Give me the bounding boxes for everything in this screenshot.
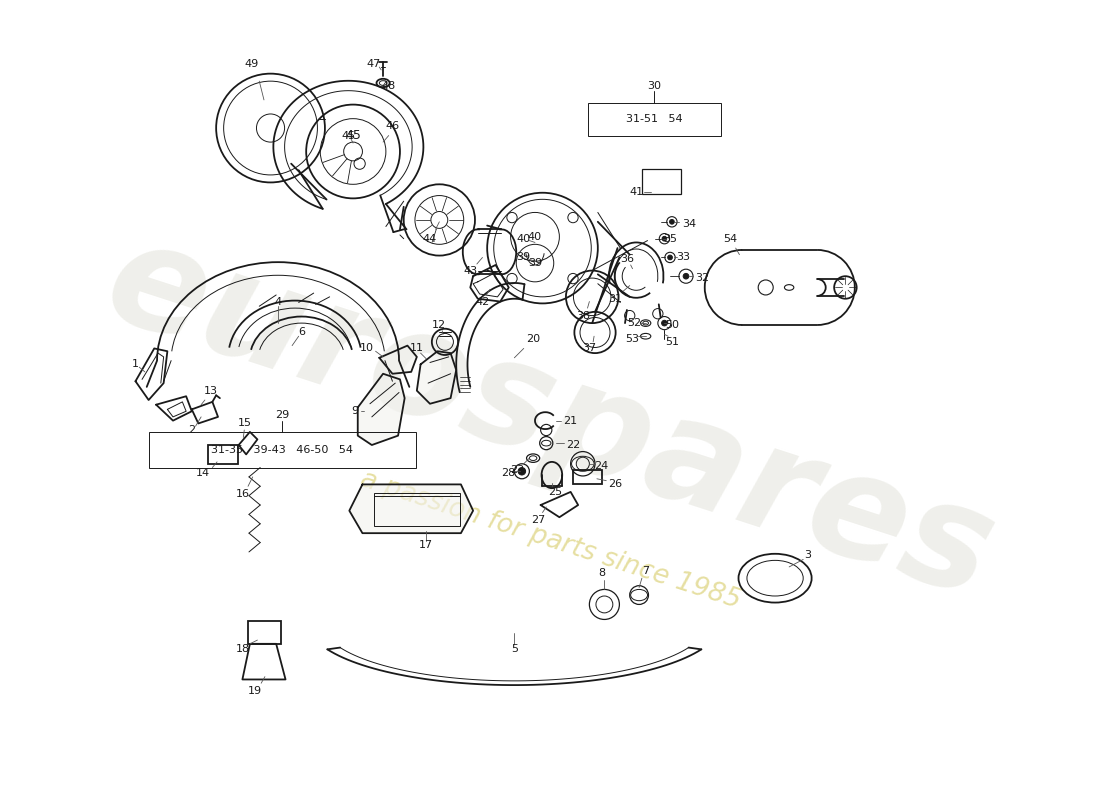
Text: 35: 35 [663,234,676,244]
Text: 3: 3 [804,550,812,560]
Text: 43: 43 [463,266,477,275]
Text: 20: 20 [526,334,540,344]
Circle shape [518,467,526,475]
Text: 19: 19 [248,686,262,696]
Text: 37: 37 [582,343,596,354]
Text: 36: 36 [620,254,634,264]
Text: 53: 53 [626,334,639,344]
Text: 41: 41 [629,187,644,197]
Text: 14: 14 [196,468,210,478]
Bar [148,432,416,467]
Text: 40: 40 [517,234,531,244]
Text: a passion for parts since 1985: a passion for parts since 1985 [356,466,744,614]
Text: 2: 2 [188,425,196,435]
Text: 39: 39 [517,253,531,262]
Text: 26: 26 [608,479,623,490]
Polygon shape [379,346,417,374]
Text: 12: 12 [432,320,447,330]
Bar [573,470,602,485]
Text: 51: 51 [664,337,679,347]
Text: 49: 49 [244,59,258,70]
Text: 52: 52 [627,318,641,328]
Text: 7: 7 [642,566,649,576]
Text: 24: 24 [594,461,608,470]
Text: 11: 11 [410,343,424,354]
Bar [374,493,460,526]
Text: 48: 48 [382,81,396,91]
Text: 45: 45 [345,129,361,142]
Text: 47: 47 [366,59,381,70]
Bar [248,622,280,644]
Text: 18: 18 [235,643,250,654]
Text: 33: 33 [676,253,690,262]
Text: 34: 34 [682,218,696,229]
Text: 50: 50 [664,320,679,330]
Text: 42: 42 [475,297,490,306]
Circle shape [668,255,672,260]
Text: 39: 39 [528,258,542,268]
Text: 5: 5 [510,643,518,654]
Bar [587,102,720,135]
Text: 1: 1 [132,359,139,370]
Text: 25: 25 [548,487,562,497]
Text: 40: 40 [528,232,542,242]
Text: 30: 30 [647,81,661,91]
Text: 31-51   54: 31-51 54 [626,114,682,124]
Text: 31: 31 [608,294,623,304]
Text: 28: 28 [500,468,515,478]
Text: 23: 23 [510,466,525,475]
Circle shape [661,320,668,326]
Text: 17: 17 [419,540,433,550]
Circle shape [683,274,689,279]
Text: 46: 46 [385,121,399,131]
Text: 45: 45 [341,130,355,141]
Circle shape [670,219,674,224]
Text: 4: 4 [275,297,282,306]
Text: 10: 10 [360,343,374,354]
Bar [208,445,238,464]
Text: 15: 15 [239,418,252,429]
Text: 32: 32 [695,273,710,283]
Text: 8: 8 [598,569,605,578]
Text: 54: 54 [723,234,737,244]
Circle shape [662,236,667,241]
Text: 31-35   39-43   46-50   54: 31-35 39-43 46-50 54 [211,445,353,454]
Text: 21: 21 [563,416,578,426]
Text: 22: 22 [566,440,581,450]
Polygon shape [350,485,473,533]
Text: 9: 9 [351,406,359,416]
Bar [642,170,681,194]
Text: 6: 6 [298,327,305,338]
Text: eurospares: eurospares [89,209,1011,628]
Text: 29: 29 [275,410,289,420]
Polygon shape [358,374,405,445]
Text: 38: 38 [575,310,590,321]
Text: 27: 27 [531,515,546,525]
Polygon shape [417,351,456,404]
Text: 13: 13 [204,386,218,396]
Text: 16: 16 [235,489,250,498]
Text: 44: 44 [422,234,437,244]
